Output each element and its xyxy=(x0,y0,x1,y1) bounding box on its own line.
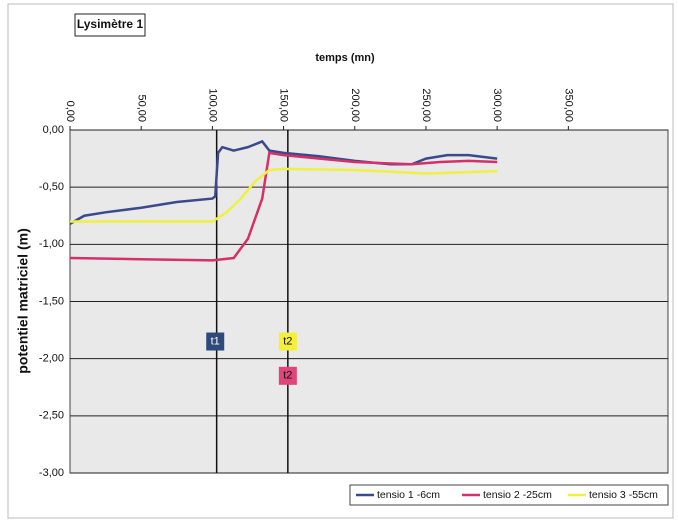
legend-label: tensio 2 -25cm xyxy=(483,489,552,501)
x-tick-label: 0,00 xyxy=(64,101,76,122)
x-tick-label: 50,00 xyxy=(135,94,147,122)
x-tick-label: 250,00 xyxy=(420,88,432,122)
chart-title: Lysimètre 1 xyxy=(77,17,144,31)
x-tick-label: 200,00 xyxy=(349,88,361,122)
y-tick-label: -2,50 xyxy=(39,410,64,422)
legend-label: tensio 3 -55cm xyxy=(589,489,658,501)
legend xyxy=(349,484,669,506)
x-tick-label: 300,00 xyxy=(491,88,503,122)
series-line xyxy=(69,151,498,262)
annotation-box xyxy=(278,366,297,385)
series-line xyxy=(69,139,498,225)
x-axis-label: temps (mn) xyxy=(315,52,375,64)
y-tick-label: -1,00 xyxy=(39,238,64,250)
series-line xyxy=(70,167,498,223)
annotation-box xyxy=(206,332,225,351)
annotation: t2 xyxy=(283,370,292,382)
x-tick-label: 150,00 xyxy=(278,88,290,122)
y-tick-label: -1,50 xyxy=(39,295,64,307)
x-tick-label: 100,00 xyxy=(206,88,218,122)
annotation-box xyxy=(278,332,297,351)
y-tick-label: 0,00 xyxy=(43,124,64,136)
y-tick-label: -3,00 xyxy=(39,467,64,479)
y-tick-label: -0,50 xyxy=(39,181,64,193)
y-tick-label: -2,00 xyxy=(39,353,64,365)
legend-label: tensio 1 -6cm xyxy=(377,489,440,501)
y-axis-label: potentiel matriciel (m) xyxy=(15,228,31,373)
annotation: t1 xyxy=(211,335,220,347)
title-box xyxy=(74,13,146,37)
annotation: t2 xyxy=(283,335,292,347)
x-tick-label: 350,00 xyxy=(562,88,574,122)
